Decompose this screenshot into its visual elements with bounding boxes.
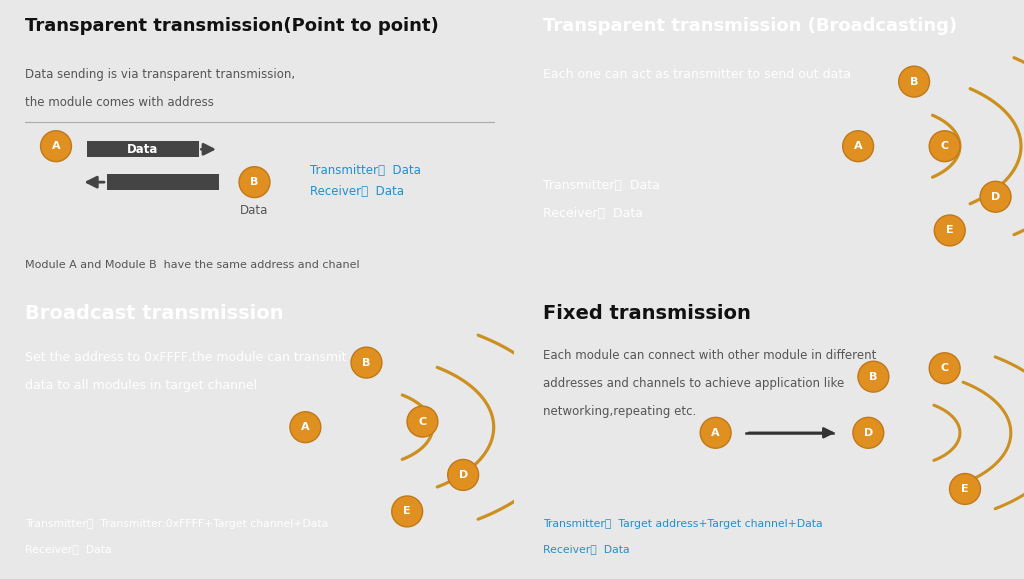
Text: B: B [869, 372, 878, 382]
Text: data to all modules in target channel: data to all modules in target channel [26, 379, 258, 393]
Text: Broadcast transmission: Broadcast transmission [26, 303, 284, 323]
FancyBboxPatch shape [87, 141, 199, 157]
Text: E: E [962, 484, 969, 494]
Text: Set the address to 0xFFFF,the module can transmit: Set the address to 0xFFFF,the module can… [26, 351, 347, 364]
Text: Transparent transmission (Broadcasting): Transparent transmission (Broadcasting) [543, 17, 956, 35]
Text: Transparent transmission(Point to point): Transparent transmission(Point to point) [26, 17, 439, 35]
Text: D: D [863, 428, 872, 438]
Text: C: C [941, 141, 948, 151]
Text: Data: Data [127, 143, 159, 156]
Ellipse shape [853, 417, 884, 448]
Text: addresses and channels to achieve application like: addresses and channels to achieve applic… [543, 377, 844, 390]
Ellipse shape [858, 361, 889, 392]
Text: Receiver：  Data: Receiver： Data [543, 207, 643, 220]
Text: E: E [946, 225, 953, 236]
Ellipse shape [700, 417, 731, 448]
Text: Transmitter：  Transmitter:0xFFFF+Target channel+Data: Transmitter： Transmitter:0xFFFF+Target c… [26, 519, 329, 529]
Text: Receiver：  Data: Receiver： Data [543, 544, 629, 554]
Text: A: A [51, 141, 60, 151]
Text: B: B [362, 358, 371, 368]
Ellipse shape [980, 181, 1011, 212]
Text: Transmitter：  Data: Transmitter： Data [543, 179, 659, 192]
Ellipse shape [392, 496, 423, 527]
Text: Data sending is via transparent transmission,: Data sending is via transparent transmis… [26, 68, 296, 80]
Text: networking,repeating etc.: networking,repeating etc. [543, 405, 696, 417]
Ellipse shape [934, 215, 966, 246]
Text: A: A [712, 428, 720, 438]
Text: Receiver：  Data: Receiver： Data [26, 544, 112, 554]
Text: A: A [301, 422, 309, 432]
Text: B: B [910, 76, 919, 87]
Ellipse shape [899, 66, 930, 97]
Ellipse shape [447, 460, 478, 490]
Ellipse shape [929, 353, 961, 384]
Ellipse shape [949, 474, 980, 504]
Text: D: D [459, 470, 468, 480]
FancyBboxPatch shape [106, 174, 219, 190]
Text: C: C [941, 363, 948, 373]
Text: Each module can connect with other module in different: Each module can connect with other modul… [543, 349, 876, 361]
Text: Receiver：  Data: Receiver： Data [310, 185, 404, 197]
Text: B: B [250, 177, 259, 187]
Text: Each one can act as transmitter to send out data: Each one can act as transmitter to send … [543, 68, 851, 80]
Text: A: A [854, 141, 862, 151]
Text: E: E [403, 507, 411, 516]
Text: the module comes with address: the module comes with address [26, 96, 214, 109]
Text: D: D [991, 192, 1000, 201]
Text: Module A and Module B  have the same address and chanel: Module A and Module B have the same addr… [26, 260, 360, 270]
Ellipse shape [843, 131, 873, 162]
Ellipse shape [351, 347, 382, 378]
Text: Transmitter：  Target address+Target channel+Data: Transmitter： Target address+Target chann… [543, 519, 822, 529]
Text: Data: Data [241, 204, 268, 217]
Ellipse shape [407, 406, 438, 437]
Ellipse shape [41, 131, 72, 162]
Text: C: C [419, 416, 427, 427]
Ellipse shape [290, 412, 321, 442]
Text: Fixed transmission: Fixed transmission [543, 303, 751, 323]
Ellipse shape [929, 131, 961, 162]
Ellipse shape [239, 167, 270, 197]
Text: Transmitter：  Data: Transmitter： Data [310, 163, 421, 177]
